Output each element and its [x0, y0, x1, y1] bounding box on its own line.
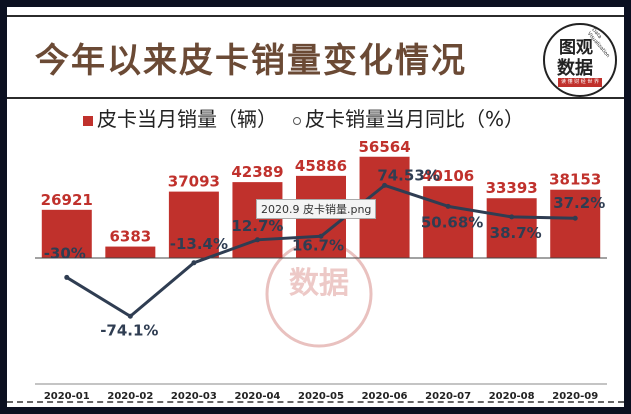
x-tick-2020-08: 2020-08	[489, 391, 535, 402]
yoy-point-2020-05	[318, 233, 324, 239]
chart-title: 今年以来皮卡销量变化情况	[35, 41, 467, 81]
bar-2020-02	[105, 246, 156, 258]
bar-2020-01	[41, 209, 92, 258]
yoy-point-2020-03	[191, 260, 197, 266]
bar-label-2020-06: 56564	[358, 138, 410, 156]
yoy-point-2020-01	[64, 274, 70, 280]
chart-legend: 皮卡当月销量（辆） 皮卡销量当月同比（%）	[83, 103, 524, 132]
yoy-label-2020-06: 74.53%	[377, 166, 439, 184]
yoy-label-2020-02: -74.1%	[100, 321, 158, 339]
x-tick-2020-01: 2020-01	[44, 391, 90, 402]
chart-plot: 数据 26921 6383 37093 42389 45886 56564 40106 3339…	[35, 138, 607, 402]
yoy-point-2020-07	[445, 203, 451, 209]
bar-label-2020-04: 42389	[231, 163, 283, 181]
bar-label-2020-07: 40106	[422, 167, 474, 185]
logo-tag: 读 懂 财 经 世 界	[558, 78, 602, 87]
bar-label-2020-02: 6383	[109, 228, 151, 246]
top-rule	[7, 15, 624, 17]
yoy-label-2020-03: -13.4%	[170, 235, 228, 253]
legend-bar-label: 皮卡当月销量（辆）	[97, 107, 277, 131]
bottom-dashed-rule	[7, 401, 624, 403]
yoy-point-2020-02	[127, 313, 133, 319]
legend-bar-swatch	[83, 115, 93, 126]
bar-2020-07	[423, 186, 474, 258]
yoy-label-2020-08: 38.7%	[490, 224, 542, 242]
watermark-text: 数据	[289, 266, 349, 301]
legend-line-label: 皮卡销量当月同比（%）	[305, 107, 525, 131]
bar-label-2020-09: 38153	[549, 171, 601, 189]
bar-label-2020-01: 26921	[41, 191, 93, 209]
logo-badge: 图观 数据 读 懂 财 经 世 界 Data Visualization	[543, 23, 617, 97]
legend-line-marker	[293, 116, 301, 125]
x-tick-2020-05: 2020-05	[298, 391, 344, 402]
logo-line2: 数据	[557, 58, 593, 79]
yoy-point-2020-06	[382, 182, 388, 188]
mid-rule	[7, 97, 624, 99]
x-tick-2020-03: 2020-03	[171, 391, 217, 402]
bar-2020-09	[550, 189, 601, 258]
yoy-label-2020-07: 50.68%	[421, 213, 483, 231]
bar-label-2020-03: 37093	[168, 173, 220, 191]
yoy-label-2020-04: 12.7%	[231, 217, 283, 235]
logo-line1: 图观	[559, 38, 593, 58]
x-tick-2020-02: 2020-02	[107, 391, 153, 402]
filename-tooltip: 2020.9 皮卡销量.png	[256, 199, 377, 219]
x-tick-2020-07: 2020-07	[425, 391, 471, 402]
yoy-label-2020-09: 37.2%	[553, 194, 605, 212]
x-tick-2020-09: 2020-09	[552, 391, 598, 402]
yoy-label-2020-01: -30%	[44, 244, 86, 262]
chart-frame: 今年以来皮卡销量变化情况 图观 数据 读 懂 财 经 世 界 Data Visu…	[7, 7, 624, 407]
yoy-label-2020-05: 16.7%	[292, 236, 344, 254]
bar-label-2020-05: 45886	[295, 157, 347, 175]
yoy-point-2020-08	[509, 214, 515, 220]
yoy-point-2020-09	[572, 215, 578, 221]
bar-label-2020-08: 33393	[486, 179, 538, 197]
bar-2020-08	[486, 198, 537, 258]
x-tick-2020-04: 2020-04	[234, 391, 280, 402]
bar-2020-03	[168, 191, 219, 258]
yoy-point-2020-04	[254, 237, 260, 243]
x-tick-2020-06: 2020-06	[362, 391, 408, 402]
